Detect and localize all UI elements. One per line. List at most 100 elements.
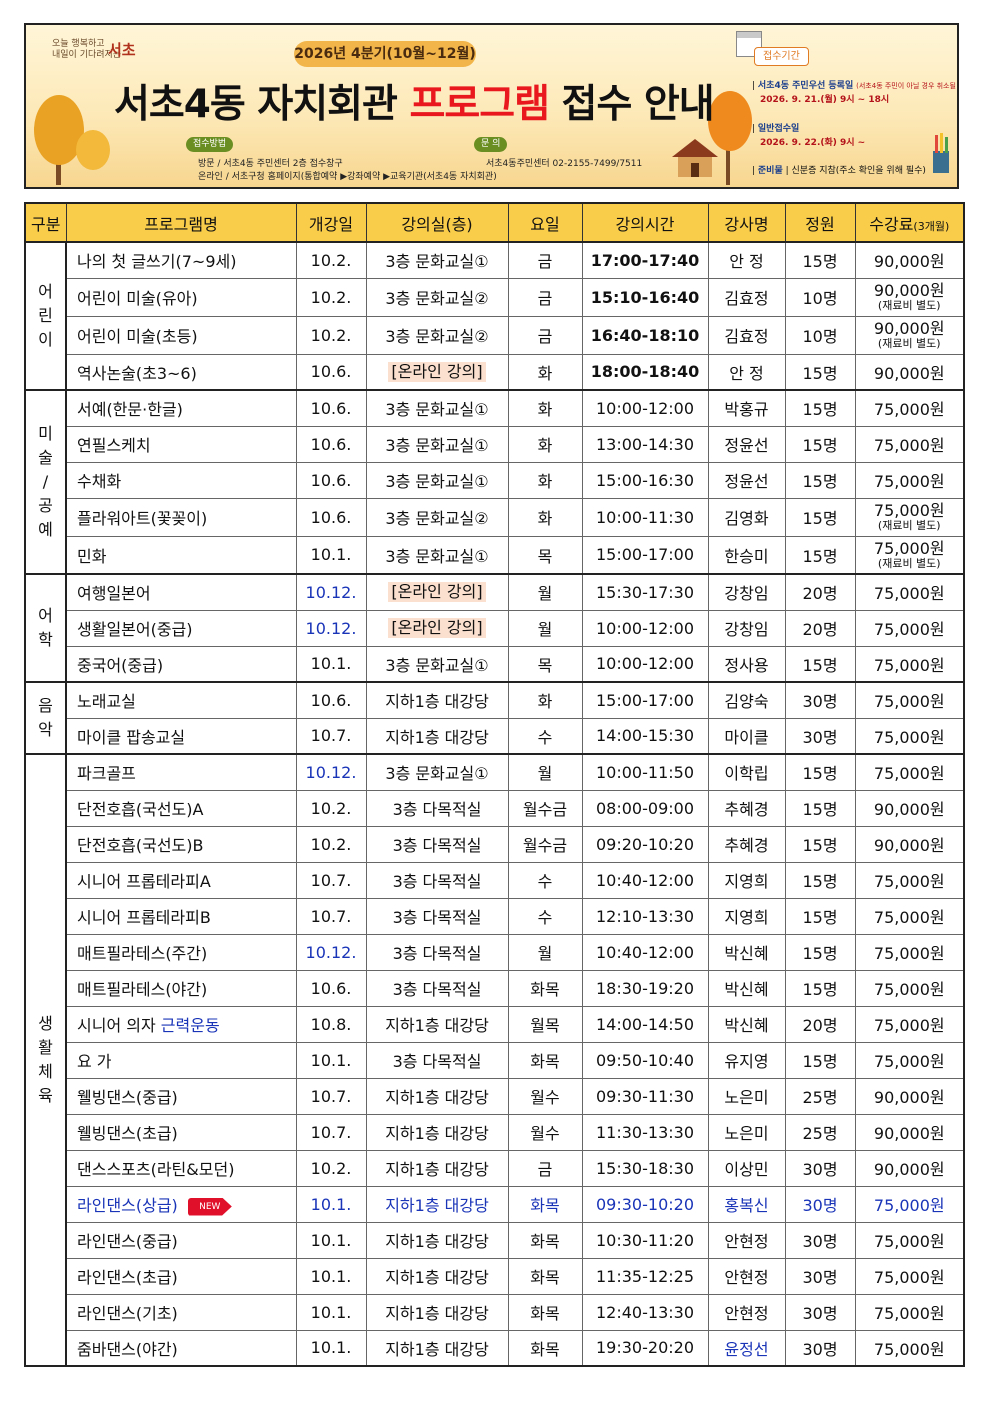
start-date-text: 10.2. xyxy=(310,250,352,270)
category-char: 악 xyxy=(38,720,53,739)
program-name: 역사논술(초3~6) xyxy=(65,353,297,391)
room: 3층 문화교실① xyxy=(365,389,509,427)
capacity-text: 25명 xyxy=(802,1124,838,1143)
capacity: 15명 xyxy=(784,535,856,575)
fee: 90,000원 xyxy=(854,825,965,863)
program-name-text: 요 가 xyxy=(77,1052,112,1071)
fee: 75,000원 xyxy=(854,717,965,755)
start-date-text: 10.6. xyxy=(310,470,352,490)
start-date-text: 10.8. xyxy=(310,1014,352,1034)
category-cell: 미 술 / 공 예 xyxy=(24,389,67,575)
prep-text: 신분증 지참(주소 확인을 위해 필수) xyxy=(791,166,926,176)
class-time-text: 12:40-13:30 xyxy=(596,1302,694,1322)
class-time: 10:40-12:00 xyxy=(581,861,709,899)
class-time: 15:00-17:00 xyxy=(581,681,709,719)
general-date: 2026. 9. 22.(화) 9시 ~ xyxy=(760,138,866,148)
room-text: 3층 다목적실 xyxy=(392,800,482,819)
teacher: 지영희 xyxy=(707,897,786,935)
program-name-text: 여행일본어 xyxy=(77,584,151,604)
day: 목 xyxy=(507,535,583,575)
program-name-text: 웰빙댄스(중급) xyxy=(77,1088,178,1107)
room: 3층 다목적실 xyxy=(365,789,509,827)
room-text: [온라인 강의] xyxy=(388,618,486,638)
start-date-text: 10.1. xyxy=(310,1266,352,1286)
day-text: 화목 xyxy=(530,1268,560,1287)
header-fee: 수강료(3개월) xyxy=(854,202,965,243)
day-text: 화 xyxy=(537,509,553,528)
teacher: 강창임 xyxy=(707,573,786,611)
teacher-text: 지영희 xyxy=(724,872,769,891)
resident-title: 서초4동 주민우선 등록일 xyxy=(757,81,854,91)
program-name: 연필스케치 xyxy=(65,425,297,463)
capacity: 15명 xyxy=(784,753,856,791)
fee-text: 75,000원 xyxy=(873,1268,945,1287)
program-name-text: 노래교실 xyxy=(77,692,136,712)
fee-text: 90,000원 xyxy=(873,1160,945,1179)
program-name: 매트필라테스(주간) xyxy=(65,933,297,971)
table-row: 마이클 팝송교실 10.7. 지하1층 대강당 수 14:00-15:30 마이클 30명 7… xyxy=(25,717,965,755)
class-time: 08:00-09:00 xyxy=(581,789,709,827)
page-title: 서초4동 자치회관 프로그램 접수 안내 xyxy=(114,73,734,129)
general-title: 일반접수일 xyxy=(757,124,800,134)
start-date: 10.7. xyxy=(295,1077,367,1115)
class-time-text: 09:30-10:20 xyxy=(596,1194,694,1214)
capacity-text: 30명 xyxy=(802,1304,838,1323)
program-name-text: 매트필라테스(주간) xyxy=(77,944,208,963)
start-date: 10.6. xyxy=(295,425,367,463)
prep-title: 준비물 xyxy=(757,166,783,176)
capacity: 15명 xyxy=(784,425,856,463)
teacher-text: 안현정 xyxy=(724,1232,769,1251)
pencil-cup-icon xyxy=(933,133,949,173)
table-row: 미 술 / 공 예 서예(한문·한글) 10.6. 3층 문화교실① 화 10:00-12:00 박… xyxy=(24,389,965,575)
class-time: 10:40-12:00 xyxy=(581,933,709,971)
room-text: 지하1층 대강당 xyxy=(385,1196,489,1215)
class-time: 18:30-19:20 xyxy=(581,969,709,1007)
capacity: 30명 xyxy=(784,1185,856,1223)
teacher: 추혜경 xyxy=(707,789,786,827)
class-time-text: 10:30-11:20 xyxy=(596,1230,694,1250)
room-text: 3층 문화교실② xyxy=(385,509,489,528)
start-date-text: 10.2. xyxy=(310,1158,352,1178)
table-row: 라인댄스(기초) 10.1. 지하1층 대강당 화목 12:40-13:30 안현정 30명… xyxy=(25,1293,965,1331)
program-name: 라인댄스(상급) NEW xyxy=(65,1185,297,1223)
room-text: 지하1층 대강당 xyxy=(385,1268,489,1287)
start-date: 10.8. xyxy=(295,1005,367,1043)
logo-slogan-1: 오늘 행복하고 xyxy=(52,39,105,49)
class-time: 11:35-12:25 xyxy=(581,1257,709,1295)
program-name-text: 플라워아트(꽃꽂이) xyxy=(77,509,208,528)
table-row: 라인댄스(초급) 10.1. 지하1층 대강당 화목 11:35-12:25 안현정 30명… xyxy=(25,1257,965,1295)
program-name: 나의 첫 글쓰기(7~9세) xyxy=(65,241,297,279)
capacity-text: 15명 xyxy=(802,944,838,963)
program-name-text: 시니어 의자 xyxy=(77,1016,161,1035)
fee: 90,000원 xyxy=(854,1077,965,1115)
contact-text: 서초4동주민센터 02-2155-7499/7511 xyxy=(486,159,643,169)
room: 3층 문화교실② xyxy=(365,497,509,537)
fee: 75,000원 xyxy=(854,461,965,499)
room: 지하1층 대강당 xyxy=(365,681,509,719)
capacity-text: 20명 xyxy=(802,620,838,639)
teacher: 김효정 xyxy=(707,315,786,355)
fee: 75,000원 xyxy=(854,753,965,791)
start-date: 10.1. xyxy=(295,1293,367,1331)
category-char: 학 xyxy=(38,630,53,649)
class-time-text: 09:20-10:20 xyxy=(596,834,694,854)
table-row: 플라워아트(꽃꽂이) 10.6. 3층 문화교실② 화 10:00-11:30 김영화 15… xyxy=(25,497,965,537)
fee: 90,000원 xyxy=(854,241,965,279)
general-receipt: | 일반접수일 xyxy=(752,124,800,134)
fee: 75,000원 xyxy=(854,1041,965,1079)
class-time-text: 08:00-09:00 xyxy=(596,798,694,818)
teacher: 마이클 xyxy=(707,717,786,755)
capacity-text: 15명 xyxy=(802,400,838,420)
program-name: 여행일본어 xyxy=(65,573,297,611)
program-name: 노래교실 xyxy=(65,681,297,719)
class-time: 14:00-14:50 xyxy=(581,1005,709,1043)
program-name: 어린이 미술(초등) xyxy=(65,315,297,355)
capacity-text: 15명 xyxy=(802,655,838,675)
room-text: [온라인 강의] xyxy=(388,582,486,603)
start-date-text: 10.6. xyxy=(310,690,352,710)
day-text: 금 xyxy=(537,289,553,308)
capacity: 15명 xyxy=(784,1041,856,1079)
room-text: 지하1층 대강당 xyxy=(385,1232,489,1251)
header-category: 구분 xyxy=(24,202,67,243)
